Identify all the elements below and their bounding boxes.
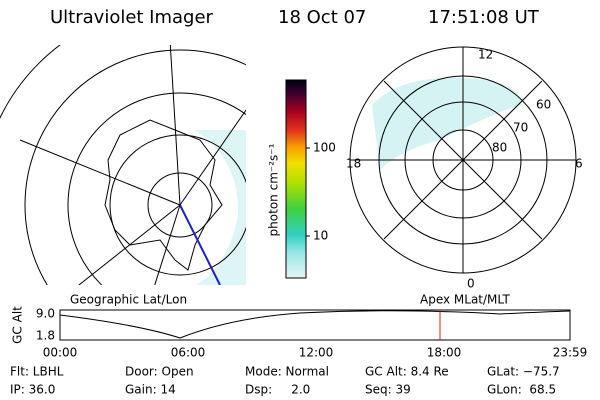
lon-line <box>179 109 246 206</box>
y-tick-label: 1.8 <box>36 329 55 343</box>
info-field: Mode: Normal <box>245 365 329 379</box>
info-field: Seq: 39 <box>365 383 411 397</box>
x-tick-label: 18:00 <box>427 346 462 360</box>
info-field: GLat: −75.7 <box>487 365 560 379</box>
track-line <box>179 204 221 285</box>
colorbar-tick-label: 10 <box>313 229 328 243</box>
date: 18 Oct 07 <box>278 7 366 28</box>
info-field: Gain: 14 <box>125 383 176 397</box>
lat-label: 70 <box>513 121 528 135</box>
colorbar-tick-label: 100 <box>313 141 336 155</box>
lon-line <box>19 139 181 206</box>
lat-label: 80 <box>492 141 507 155</box>
polar-plot: 12 18 6 0 60 70 80 <box>346 46 583 291</box>
x-tick-label: 12:00 <box>299 346 334 360</box>
lon-line <box>78 204 181 285</box>
colorbar-label: photon cm⁻²s⁻¹ <box>267 143 281 236</box>
geographic-map <box>0 45 246 285</box>
emission-region <box>372 77 522 170</box>
caption: Apex MLat/MLT <box>420 293 510 307</box>
lat-circle <box>147 172 213 238</box>
lat-circle <box>67 92 246 285</box>
coastline <box>104 119 223 271</box>
caption: Geographic Lat/Lon <box>70 293 187 307</box>
lat-circle <box>109 134 246 276</box>
altitude-plot: GC Alt 9.0 1.8 00:00 06:00 12:00 18:00 2… <box>11 306 588 360</box>
lat-circle <box>24 49 246 285</box>
lon-line <box>169 45 181 206</box>
clock-label: 12 <box>478 48 493 62</box>
emission-region <box>195 130 246 285</box>
clock-label: 0 <box>467 277 475 291</box>
x-tick-label: 23:59 <box>553 346 588 360</box>
altitude-curve <box>59 310 571 339</box>
info-panel: Flt: LBHL Door: Open Mode: Normal GC Alt: 8… <box>10 365 560 397</box>
x-tick-label: 00:00 <box>43 346 78 360</box>
title: Ultraviolet Imager <box>50 7 214 28</box>
info-field: GLon: 68.5 <box>487 383 556 397</box>
y-axis-label: GC Alt <box>11 306 25 344</box>
meridian <box>383 80 543 240</box>
clock-label: 18 <box>346 157 361 171</box>
y-tick-label: 9.0 <box>36 307 55 321</box>
lon-line <box>154 204 181 285</box>
x-tick-label: 06:00 <box>171 346 206 360</box>
clock-label: 6 <box>575 157 583 171</box>
info-field: Dsp: 2.0 <box>245 383 310 397</box>
colorbar <box>285 79 307 279</box>
info-field: Flt: LBHL <box>10 365 64 379</box>
info-field: GC Alt: 8.4 Re <box>365 365 449 379</box>
info-field: Door: Open <box>125 365 194 379</box>
time: 17:51:08 UT <box>428 7 540 28</box>
lat-label: 60 <box>536 98 551 112</box>
plot-frame <box>59 309 571 341</box>
lat-circle <box>0 45 61 120</box>
info-field: IP: 36.0 <box>10 383 55 397</box>
